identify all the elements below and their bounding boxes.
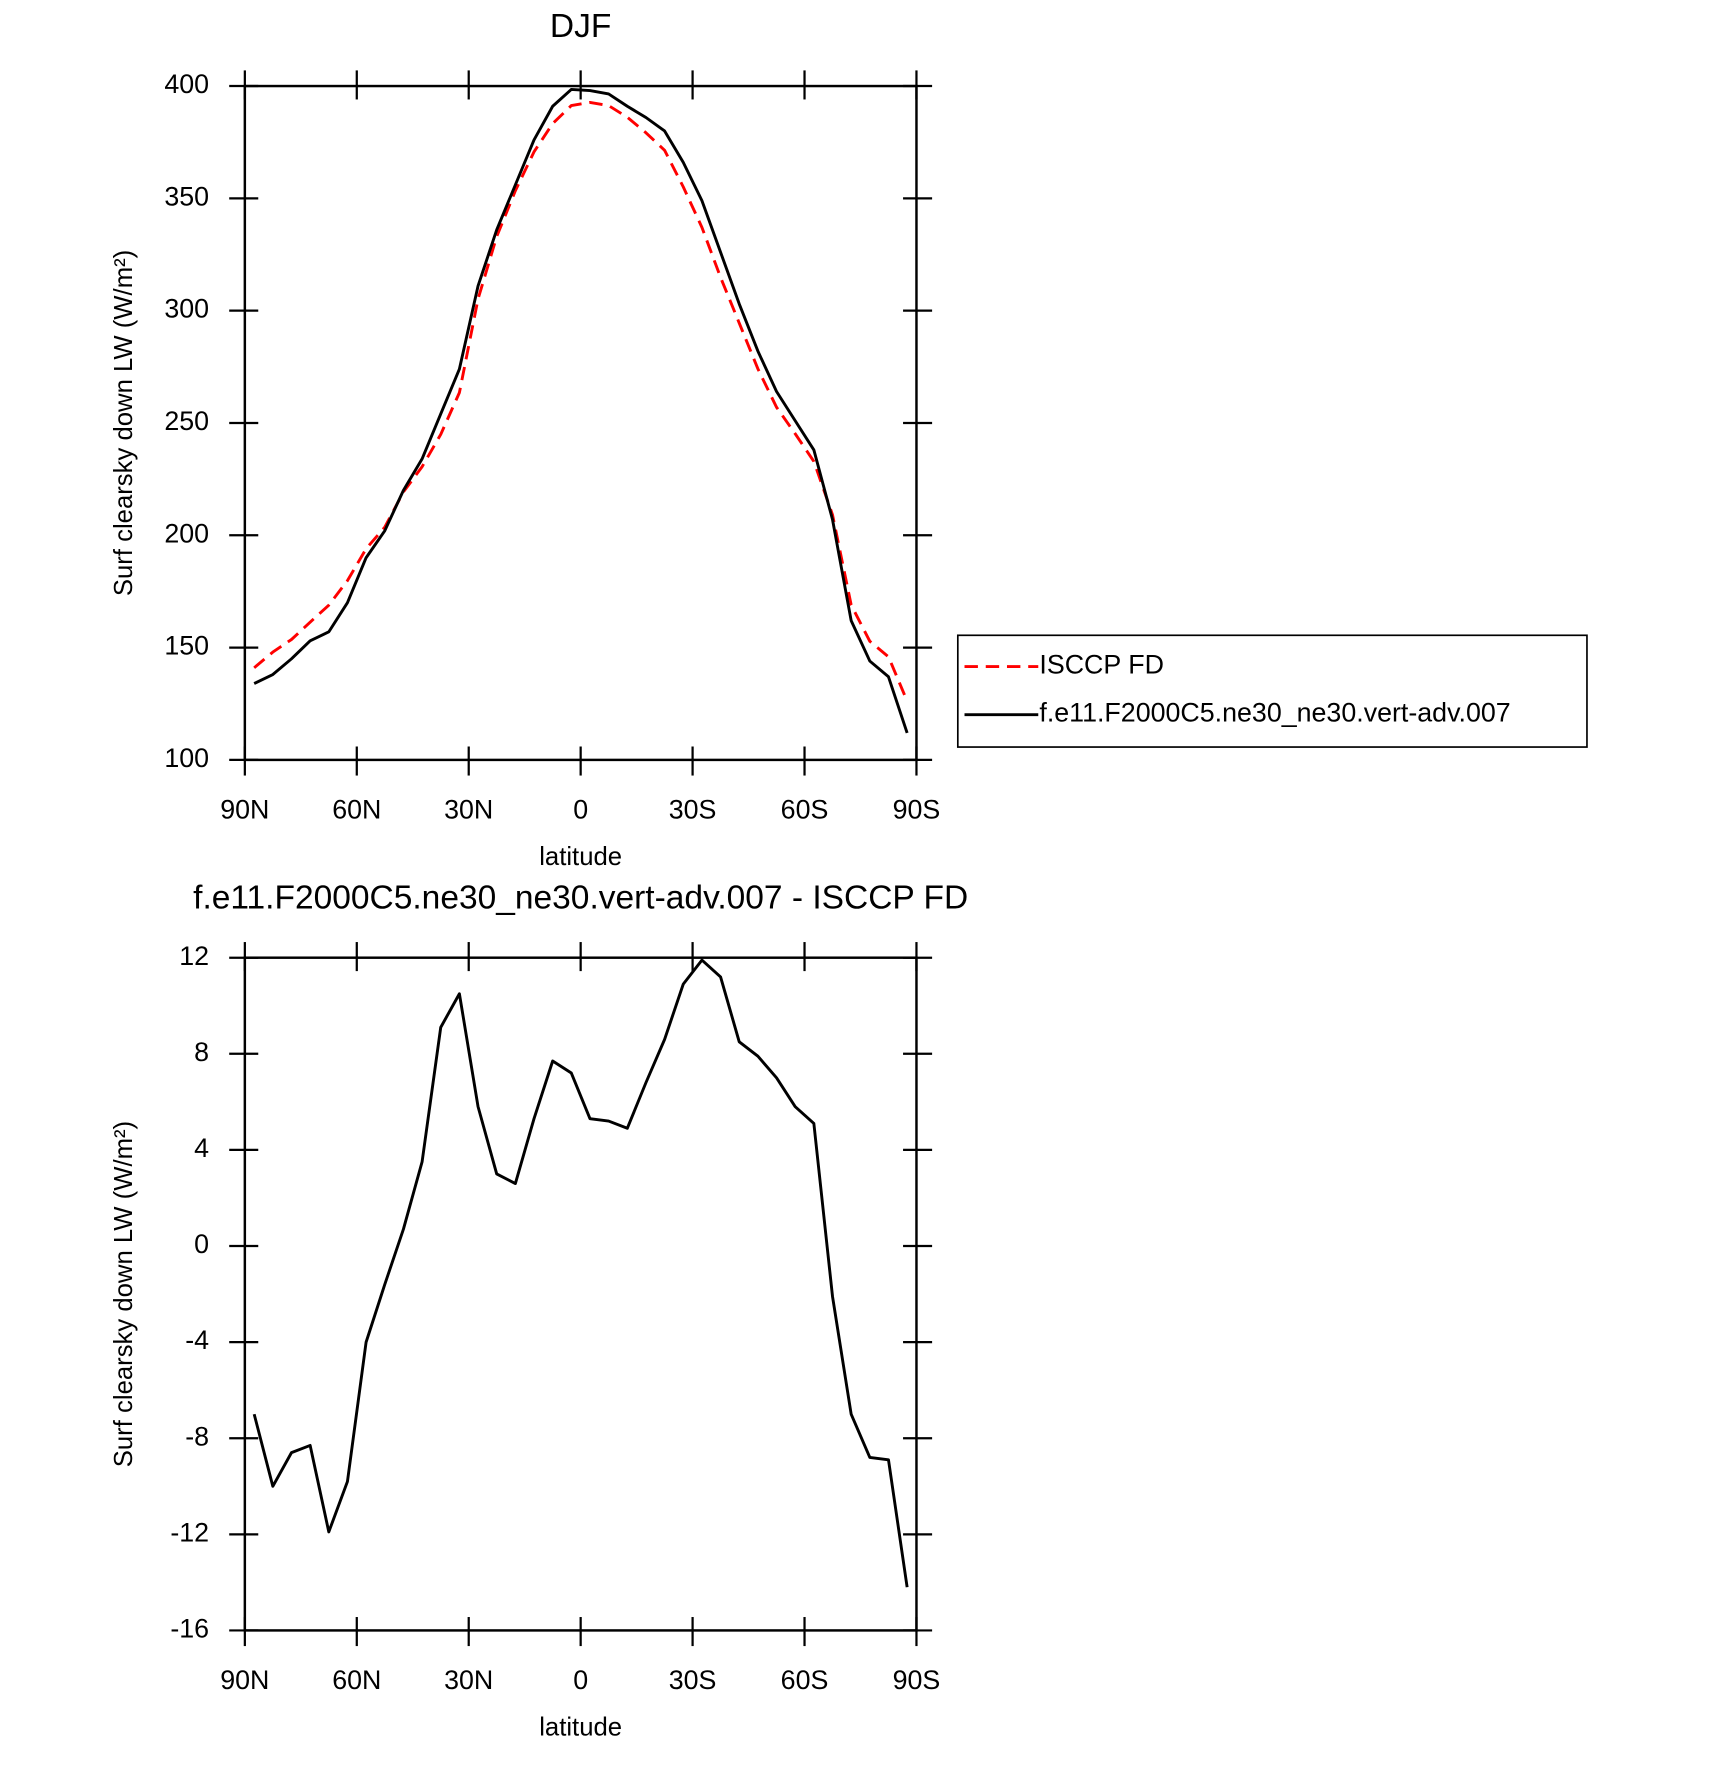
x-axis-label: latitude (539, 843, 622, 871)
y-axis-label: Surf clearsky down LW (W/m²) (110, 250, 138, 596)
y-tick-label: 4 (194, 1133, 209, 1163)
x-tick-label: 60S (781, 1665, 829, 1695)
x-tick-label: 30S (669, 794, 717, 824)
y-axis-label: Surf clearsky down LW (W/m²) (110, 1121, 138, 1467)
legend-label: ISCCP FD (1039, 650, 1164, 680)
y-tick-label: 150 (164, 631, 209, 661)
x-tick-label: 60N (332, 794, 381, 824)
x-tick-label: 0 (573, 1665, 588, 1695)
x-tick-label: 60S (781, 794, 829, 824)
legend-box (956, 634, 1588, 748)
y-tick-label: -16 (170, 1614, 209, 1644)
y-tick-label: 400 (164, 69, 209, 99)
data-line (253, 100, 909, 702)
y-tick-label: 200 (164, 518, 209, 548)
x-tick-label: 30S (669, 1665, 717, 1695)
legend-label: f.e11.F2000C5.ne30_ne30.vert-adv.007 (1039, 698, 1510, 728)
x-tick-label: 30N (444, 1665, 493, 1695)
plot-frame (243, 84, 918, 762)
y-tick-label: -8 (185, 1421, 209, 1451)
y-tick-label: 300 (164, 294, 209, 324)
y-tick-label: -12 (170, 1517, 209, 1547)
x-tick-label: 90N (220, 1665, 269, 1695)
y-tick-label: 250 (164, 406, 209, 436)
data-line (253, 87, 909, 734)
x-tick-label: 30N (444, 794, 493, 824)
chart-title: DJF (550, 8, 611, 45)
chart-title: f.e11.F2000C5.ne30_ne30.vert-adv.007 - I… (193, 879, 968, 916)
x-tick-label: 60N (332, 1665, 381, 1695)
x-tick-label: 0 (573, 794, 588, 824)
x-tick-label: 90N (220, 794, 269, 824)
y-tick-label: 12 (179, 941, 209, 971)
data-line (252, 958, 909, 1588)
x-tick-label: 90S (893, 794, 941, 824)
y-tick-label: 0 (194, 1229, 209, 1259)
y-tick-label: 350 (164, 181, 209, 211)
y-tick-label: -4 (185, 1325, 209, 1355)
y-tick-label: 8 (194, 1037, 209, 1067)
x-axis-label: latitude (539, 1714, 622, 1742)
plot-frame (243, 956, 918, 1632)
x-tick-label: 90S (893, 1665, 941, 1695)
y-tick-label: 100 (164, 743, 209, 773)
